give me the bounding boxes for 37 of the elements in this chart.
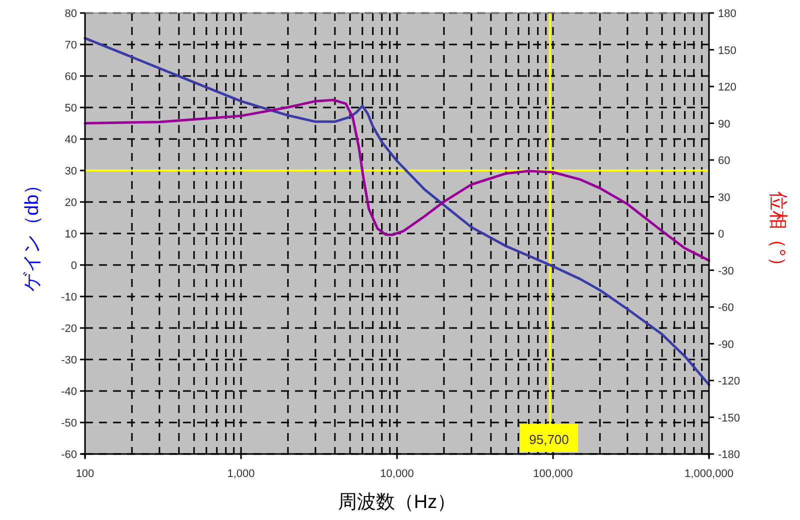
y-tick-label: 20	[64, 197, 77, 209]
y-tick-label: -20	[61, 323, 77, 335]
y-tick-label: 70	[64, 40, 77, 52]
y2-tick-label: -60	[718, 302, 734, 314]
y-tick-label: -30	[61, 354, 77, 366]
x-tick-label: 100	[76, 468, 94, 480]
y2-axis-title: 位相（°）	[767, 192, 788, 276]
y-tick-label: 0	[70, 260, 77, 272]
y2-tick-label: 90	[718, 118, 730, 130]
y2-tick-label: -30	[718, 265, 734, 278]
x-tick-label: 1,000,000	[684, 468, 734, 480]
y2-tick-label: 0	[718, 228, 724, 240]
y-axis-title: ゲイン（db）	[22, 175, 43, 292]
y2-tick-label: 150	[718, 44, 736, 57]
ref-line-label: 95,700	[529, 432, 569, 447]
y2-tick-label: 30	[718, 192, 730, 204]
y-tick-label: 80	[64, 8, 77, 20]
x-tick-label: 100,000	[533, 468, 573, 480]
x-tick-label: 10,000	[380, 468, 414, 480]
y-tick-label: -50	[61, 418, 77, 430]
y2-tick-label: -90	[718, 338, 734, 351]
y-tick-label: 30	[64, 166, 77, 178]
y2-tick-label: -120	[718, 376, 740, 388]
y2-tick-label: 60	[718, 155, 730, 167]
y-tick-label: 40	[64, 134, 77, 146]
y2-tick-label: -180	[718, 449, 740, 461]
x-axis-title: 周波数（Hz）	[338, 492, 456, 513]
x-tick-label: 1,000	[227, 468, 255, 480]
y-tick-label: 50	[64, 102, 77, 114]
y-tick-label: -10	[61, 292, 77, 304]
y2-tick-label: 120	[718, 82, 736, 94]
y-tick-label: 60	[64, 71, 77, 83]
y-tick-label: -40	[61, 386, 77, 398]
y-tick-label: 10	[64, 228, 77, 240]
y-tick-label: -60	[61, 449, 77, 461]
y2-tick-label: -150	[718, 412, 740, 424]
y2-tick-label: 180	[718, 8, 736, 20]
